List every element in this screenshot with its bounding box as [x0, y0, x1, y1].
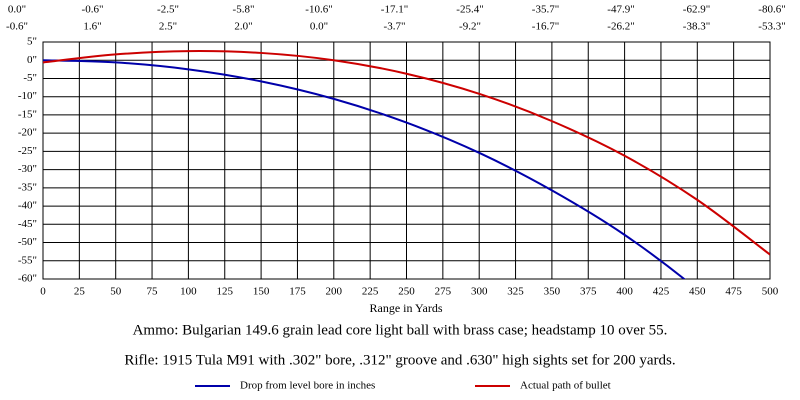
value-label: 2.0" [234, 21, 252, 33]
y-tick-label: -50" [18, 236, 37, 248]
x-tick-label: 350 [544, 286, 561, 298]
value-label: 1.6" [83, 21, 101, 33]
ammo-note: Ammo: Bulgarian 149.6 grain lead core li… [133, 322, 668, 338]
value-label: -0.6" [6, 21, 28, 33]
value-label: 0.0" [310, 21, 328, 33]
y-tick-label: -5" [23, 72, 37, 84]
value-label: -17.1" [381, 4, 408, 16]
y-tick-label: -20" [18, 127, 37, 139]
x-tick-label: 475 [725, 286, 742, 298]
y-tick-label: -25" [18, 145, 37, 157]
value-label: -5.8" [233, 4, 255, 16]
x-tick-label: 25 [74, 286, 86, 298]
y-tick-label: -10" [18, 90, 37, 102]
x-tick-label: 500 [762, 286, 779, 298]
x-tick-label: 150 [253, 286, 270, 298]
x-tick-label: 125 [217, 286, 234, 298]
x-tick-label: 450 [689, 286, 706, 298]
y-tick-label: -15" [18, 108, 37, 120]
x-tick-label: 75 [147, 286, 159, 298]
value-label: -35.7" [532, 4, 559, 16]
y-tick-label: 5" [27, 36, 37, 48]
x-tick-label: 325 [507, 286, 524, 298]
y-tick-label: -60" [18, 273, 37, 285]
legend-label: Actual path of bullet [520, 380, 611, 392]
x-tick-label: 100 [180, 286, 197, 298]
value-label: -10.6" [305, 4, 332, 16]
x-tick-label: 375 [580, 286, 597, 298]
series-line [43, 59, 686, 279]
value-label: -2.5" [157, 4, 179, 16]
rifle-note: Rifle: 1915 Tula M91 with .302" bore, .3… [124, 352, 675, 368]
x-axis-label: Range in Yards [369, 301, 442, 315]
x-tick-label: 400 [616, 286, 633, 298]
value-label: 0.0" [8, 4, 26, 16]
value-label: -47.9" [607, 4, 634, 16]
series-line [43, 50, 770, 256]
value-label: -26.2" [607, 21, 634, 33]
x-tick-label: 425 [653, 286, 670, 298]
value-label: -9.2" [459, 21, 481, 33]
x-tick-label: 300 [471, 286, 488, 298]
y-tick-label: -30" [18, 163, 37, 175]
x-tick-label: 250 [398, 286, 415, 298]
value-label: -0.6" [82, 4, 104, 16]
value-label: -80.6" [758, 4, 785, 16]
y-tick-label: 0" [27, 54, 37, 66]
y-tick-label: -45" [18, 218, 37, 230]
plot-border [42, 41, 771, 280]
y-tick-label: -55" [18, 254, 37, 266]
value-label: -3.7" [384, 21, 406, 33]
legend-label: Drop from level bore in inches [240, 380, 375, 392]
value-label: 2.5" [159, 21, 177, 33]
x-tick-label: 0 [40, 286, 46, 298]
value-label: -53.3" [758, 21, 785, 33]
value-label: -38.3" [683, 21, 710, 33]
x-tick-label: 275 [435, 286, 452, 298]
value-label: -16.7" [532, 21, 559, 33]
x-tick-label: 200 [326, 286, 343, 298]
y-tick-label: -35" [18, 181, 37, 193]
x-tick-label: 225 [362, 286, 379, 298]
x-tick-label: 175 [289, 286, 306, 298]
y-tick-label: -40" [18, 200, 37, 212]
plot-area [43, 50, 770, 279]
value-label: -62.9" [683, 4, 710, 16]
x-tick-label: 50 [110, 286, 122, 298]
value-label: -25.4" [456, 4, 483, 16]
